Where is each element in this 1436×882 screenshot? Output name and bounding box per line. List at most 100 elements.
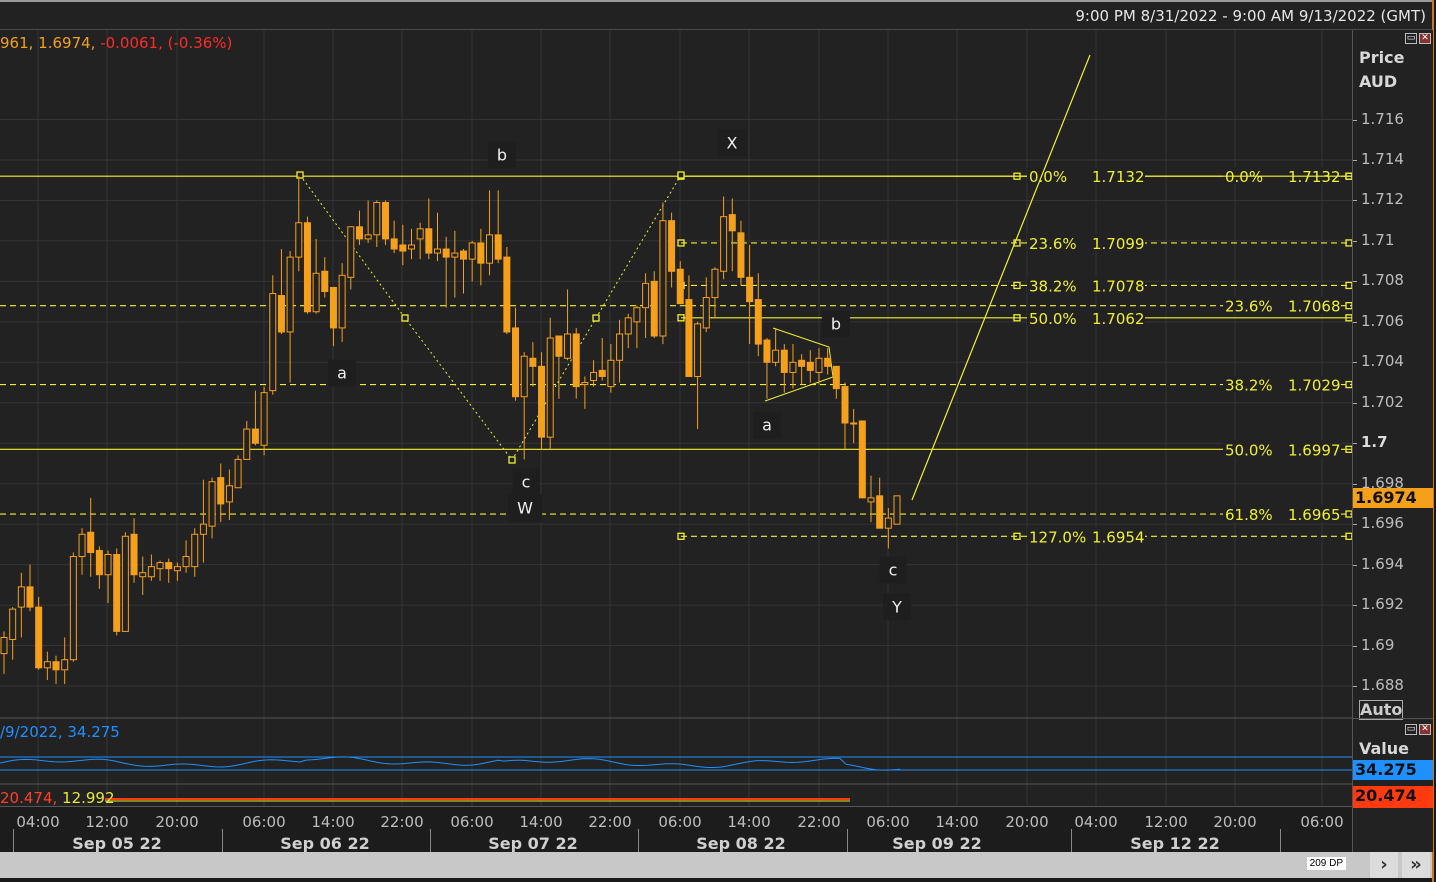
candle: [373, 200, 381, 247]
price-axis[interactable]: ▭ ✕ Price AUD 1.716 1.714 1.712 1.71 1.708 1.…: [1352, 30, 1433, 852]
wave-label[interactable]: c: [512, 468, 540, 496]
candle-body-up: [139, 572, 147, 578]
price-legend: 961, 1.6974, -0.0061, (-0.36%): [0, 34, 232, 52]
candle: [477, 228, 485, 286]
price-tick-mark: [1353, 443, 1357, 445]
date-separator: [1071, 829, 1072, 853]
candle-body-down: [321, 270, 329, 293]
window-border: [1432, 0, 1436, 882]
candle-body-up: [9, 608, 17, 640]
candle-body-down: [806, 361, 814, 371]
candle-body-up: [243, 428, 251, 460]
candle-body-up: [624, 317, 632, 335]
time-tick-label: 20:00: [155, 813, 199, 831]
scroll-next-button[interactable]: ›: [1370, 852, 1398, 878]
candle-body-down: [832, 365, 840, 390]
price-change: -0.0061, (-0.36%): [100, 34, 233, 52]
price-tick-mark: [1353, 483, 1357, 485]
price-tick-mark: [1353, 200, 1357, 202]
fib-price-label: 1.7062: [1092, 310, 1145, 328]
candle: [234, 455, 242, 489]
time-tick-label: 14:00: [727, 813, 771, 831]
candle-body-up: [286, 256, 294, 333]
candle-body-down: [165, 562, 173, 570]
fib-anchor-handle: [592, 314, 600, 322]
candle: [347, 226, 355, 290]
close-pane-icon[interactable]: ✕: [1419, 33, 1431, 44]
trend-line: [911, 54, 1091, 501]
fib-label-bg: [1027, 308, 1145, 326]
wave-label[interactable]: a: [753, 411, 781, 439]
price-tick-label: 1.712: [1361, 190, 1404, 209]
auto-scale-button[interactable]: Auto: [1359, 700, 1403, 720]
candle: [772, 327, 780, 367]
wave-label[interactable]: a: [328, 359, 356, 387]
time-tick-label: 06:00: [242, 813, 286, 831]
candle-body-down: [780, 349, 788, 373]
price-tick-label: 1.708: [1361, 271, 1404, 290]
candle: [0, 631, 8, 674]
candle: [295, 176, 303, 272]
wave-label[interactable]: X: [717, 129, 747, 157]
candle: [442, 236, 450, 308]
fib-price-label: 1.7132: [1092, 168, 1145, 186]
candle-body-down: [355, 226, 363, 240]
candle: [858, 420, 866, 499]
date-separator: [13, 829, 14, 853]
wave-label[interactable]: b: [487, 141, 517, 169]
price-tick-mark: [1353, 119, 1357, 121]
candle: [269, 275, 277, 395]
candle-body-down: [251, 428, 259, 444]
restore-pane-icon[interactable]: ▭: [1405, 33, 1417, 44]
wave-label[interactable]: W: [508, 494, 542, 522]
price-tick-label: 1.698: [1361, 473, 1404, 492]
date-label: Sep 06 22: [280, 834, 370, 853]
fib-handle: [1345, 314, 1352, 322]
scroll-end-button[interactable]: »: [1402, 852, 1430, 878]
fib-anchor-handle: [296, 171, 304, 179]
candle-body-up: [590, 371, 598, 382]
candle-body-down: [746, 276, 754, 303]
price-chart[interactable]: 0.0% 1.7132 23.6% 1.7068 38.2% 1.7029 50.0% 1.6…: [0, 30, 1352, 806]
candle-body-up: [546, 337, 554, 438]
fib-percent-label: 127.0%: [1029, 528, 1086, 546]
fib-handle: [1345, 445, 1352, 453]
candle-body-up: [789, 361, 797, 373]
fib-price-label: 1.6954: [1092, 528, 1145, 546]
candle: [9, 607, 17, 660]
candle: [434, 212, 441, 262]
time-tick-label: 14:00: [935, 813, 979, 831]
candle: [815, 348, 823, 385]
candle-body-down: [52, 661, 60, 671]
price-tick-mark: [1353, 645, 1357, 647]
candle-body-down: [425, 228, 433, 254]
candle: [95, 546, 103, 589]
last-price-label: 1.6974: [1353, 488, 1433, 508]
candle: [321, 257, 329, 298]
wave-label[interactable]: b: [821, 310, 851, 338]
candle: [260, 386, 268, 456]
candle: [598, 338, 606, 381]
fib-percent-label: 61.8%: [1225, 506, 1273, 524]
fib-handle: [677, 532, 685, 540]
candle: [581, 376, 589, 409]
candle-body-up: [269, 293, 277, 392]
candle-body-up: [199, 523, 207, 535]
close-indicator-icon[interactable]: ✕: [1419, 724, 1431, 735]
candle: [676, 261, 684, 305]
candle: [850, 408, 858, 444]
candle-body-down: [494, 234, 502, 260]
candle: [173, 562, 181, 581]
date-label: Sep 05 22: [72, 834, 162, 853]
wave-label[interactable]: c: [879, 556, 907, 584]
restore-indicator-icon[interactable]: ▭: [1405, 724, 1417, 735]
candle: [520, 352, 528, 460]
candle: [702, 277, 710, 332]
date-label: Sep 07 22: [488, 834, 578, 853]
candle: [416, 222, 424, 260]
candle: [564, 289, 572, 361]
bottom-scroll-bar[interactable]: 209 DP › »: [0, 852, 1432, 882]
wave-label[interactable]: Y: [883, 593, 911, 621]
time-axis[interactable]: 04:00 12:00 20:00 06:00 14:00 22:00 06:00 14:00…: [0, 806, 1352, 853]
candle: [659, 202, 667, 345]
